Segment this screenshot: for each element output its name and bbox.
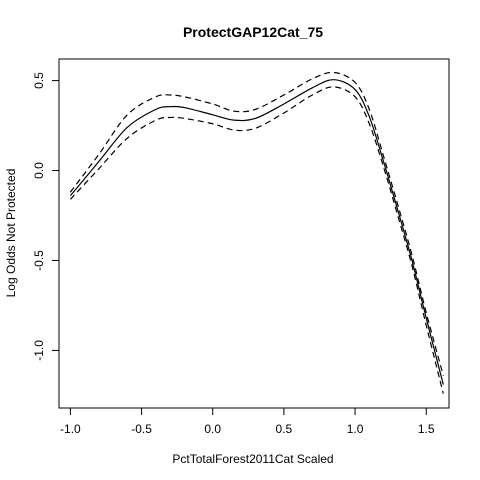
x-tick-label: 0.5 bbox=[276, 422, 293, 436]
series-layer bbox=[69, 71, 444, 394]
chart-title: ProtectGAP12Cat_75 bbox=[183, 24, 323, 40]
y-tick-label: -1.0 bbox=[32, 340, 46, 361]
x-tick-label: 1.5 bbox=[418, 422, 435, 436]
y-axis-label: Log Odds Not Protected bbox=[4, 169, 18, 298]
y-tick-label: 0.0 bbox=[32, 162, 46, 179]
x-tick-label: -0.5 bbox=[131, 422, 152, 436]
y-tick-label: -0.5 bbox=[32, 250, 46, 271]
y-tick-label: 0.5 bbox=[32, 72, 46, 89]
x-tick-label: 0.0 bbox=[204, 422, 221, 436]
x-axis-label: PctTotalForest2011Cat Scaled bbox=[172, 452, 333, 466]
x-tick-label: 1.0 bbox=[347, 422, 364, 436]
confidence-band-line-1 bbox=[69, 71, 444, 376]
x-tick-label: -1.0 bbox=[60, 422, 81, 436]
confidence-band-line-2 bbox=[69, 86, 444, 394]
x-axis: -1.0 -0.5 0.0 0.5 1.0 1.5 bbox=[60, 407, 435, 436]
y-axis: -1.0 -0.5 0.0 0.5 bbox=[32, 72, 60, 361]
fitted-effect-line bbox=[69, 79, 444, 385]
